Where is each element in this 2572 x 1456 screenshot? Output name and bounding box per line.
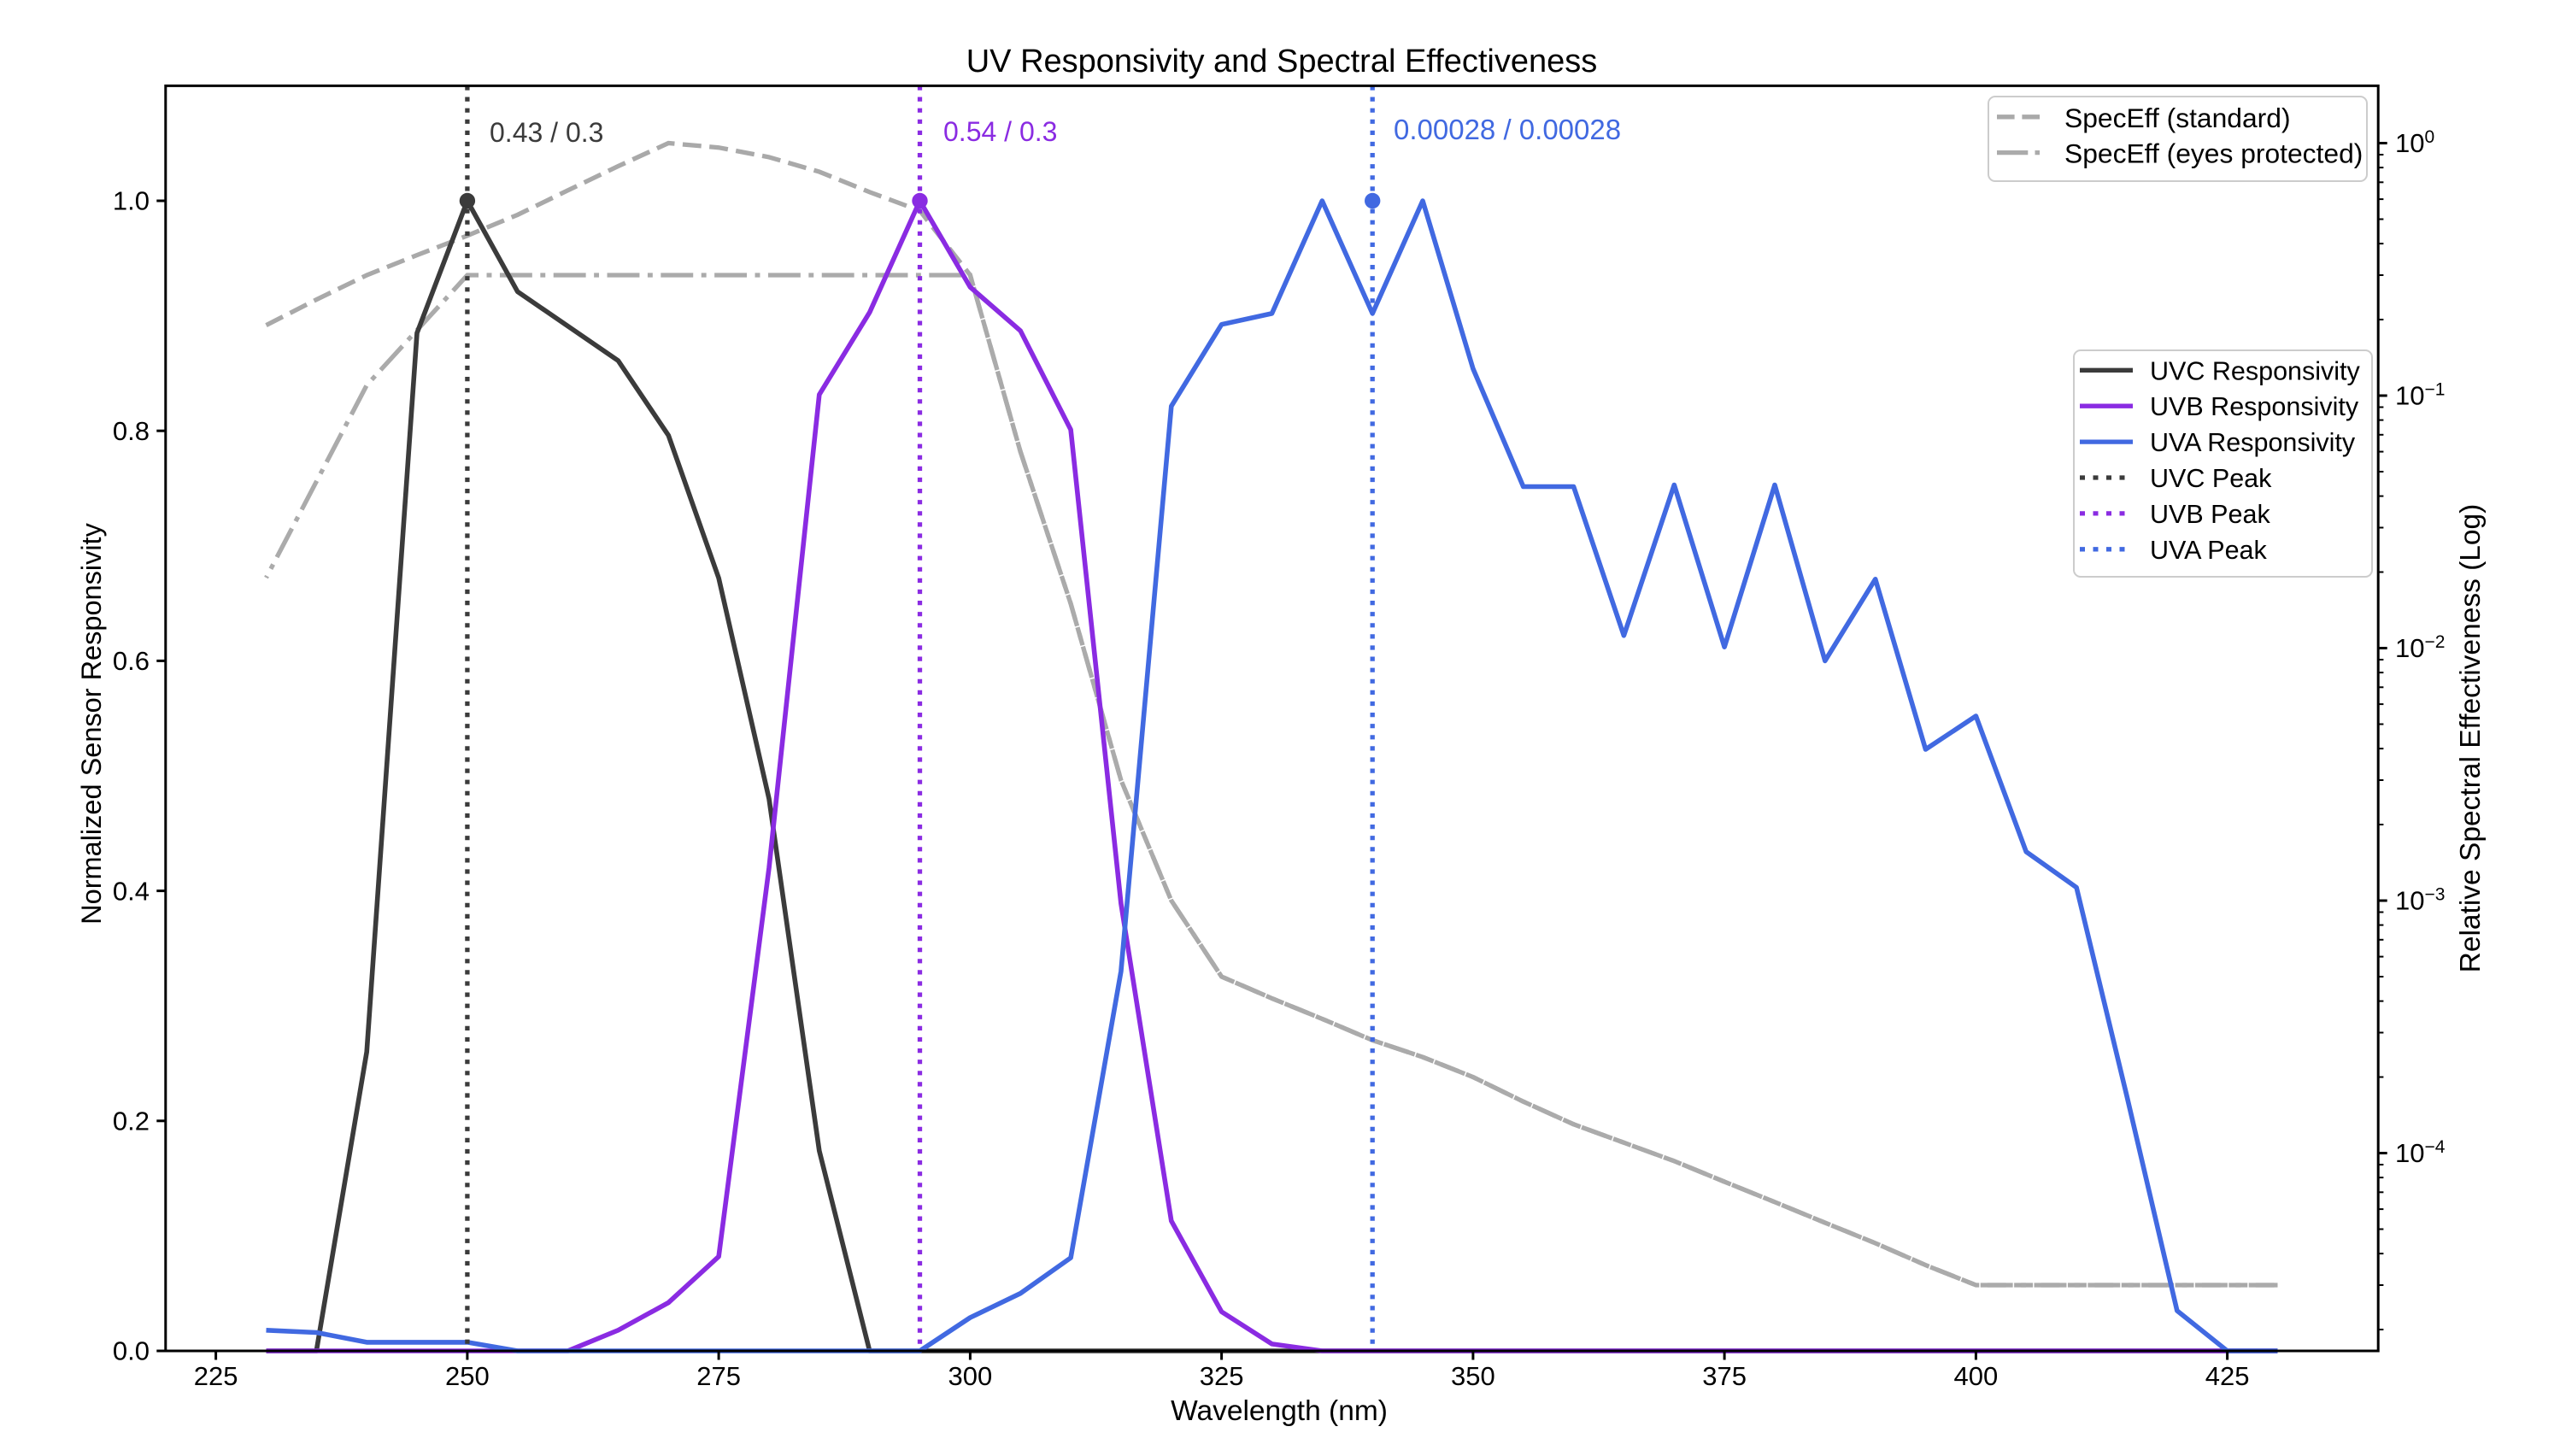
svg-text:225: 225 — [194, 1361, 238, 1391]
svg-text:275: 275 — [696, 1361, 741, 1391]
svg-text:0.54 / 0.3: 0.54 / 0.3 — [943, 116, 1057, 147]
svg-text:UVA Responsivity: UVA Responsivity — [2150, 428, 2356, 457]
svg-text:325: 325 — [1200, 1361, 1244, 1391]
svg-text:425: 425 — [2205, 1361, 2250, 1391]
svg-text:0.2: 0.2 — [113, 1107, 150, 1136]
svg-text:UVB Responsivity: UVB Responsivity — [2150, 392, 2359, 421]
svg-text:300: 300 — [948, 1361, 993, 1391]
svg-text:375: 375 — [1702, 1361, 1747, 1391]
svg-text:Normalized Sensor Responsivity: Normalized Sensor Responsivity — [76, 522, 107, 924]
svg-text:SpecEff (eyes protected): SpecEff (eyes protected) — [2064, 138, 2363, 169]
svg-text:250: 250 — [445, 1361, 490, 1391]
svg-text:Relative Spectral Effectivenes: Relative Spectral Effectiveness (Log) — [2455, 504, 2487, 973]
svg-text:1.0: 1.0 — [113, 186, 150, 216]
svg-text:0.8: 0.8 — [113, 416, 150, 446]
svg-text:0.00028 / 0.00028: 0.00028 / 0.00028 — [1394, 114, 1621, 145]
svg-text:UVA Peak: UVA Peak — [2150, 536, 2268, 565]
svg-text:10−1: 10−1 — [2395, 380, 2445, 411]
svg-text:350: 350 — [1451, 1361, 1495, 1391]
svg-text:0.4: 0.4 — [113, 876, 150, 906]
svg-text:0.6: 0.6 — [113, 646, 150, 676]
svg-text:0.0: 0.0 — [113, 1336, 150, 1366]
svg-text:0.43 / 0.3: 0.43 / 0.3 — [490, 117, 603, 148]
svg-text:SpecEff (standard): SpecEff (standard) — [2064, 103, 2291, 133]
svg-text:UVC Peak: UVC Peak — [2150, 464, 2272, 493]
svg-text:Wavelength (nm): Wavelength (nm) — [1171, 1395, 1388, 1427]
svg-text:UVB Peak: UVB Peak — [2150, 500, 2270, 529]
svg-text:UV Responsivity and Spectral E: UV Responsivity and Spectral Effectivene… — [966, 44, 1598, 79]
svg-text:400: 400 — [1954, 1361, 1999, 1391]
svg-text:UVC Responsivity: UVC Responsivity — [2150, 356, 2361, 385]
svg-text:10−4: 10−4 — [2395, 1137, 2446, 1168]
